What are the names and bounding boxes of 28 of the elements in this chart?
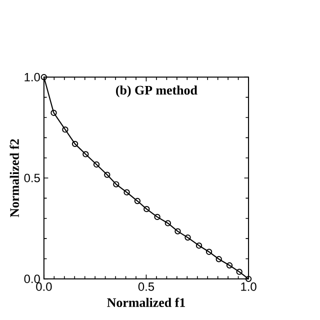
- x-tick-label: 0.5: [138, 282, 154, 291]
- point: [62, 126, 68, 133]
- point: [50, 110, 57, 116]
- point: [93, 161, 100, 168]
- point: [164, 220, 172, 226]
- x-tick-label: 0.0: [36, 282, 52, 291]
- point: [124, 189, 130, 196]
- point: [206, 248, 212, 255]
- point: [144, 206, 150, 212]
- point: [196, 242, 202, 249]
- text: (b) GP method: [116, 85, 198, 98]
- point: [72, 140, 78, 148]
- point: [184, 234, 191, 241]
- point: [134, 198, 141, 204]
- y-tick-label: 0.5: [24, 174, 40, 182]
- y-tick-label: 1.0: [24, 72, 40, 82]
- point: [216, 256, 222, 262]
- y-axis-title: Normalized f2: [10, 139, 19, 218]
- point: [154, 214, 160, 220]
- point: [82, 151, 89, 158]
- x-axis-title: Normalized f1: [107, 298, 185, 307]
- x-tick-label: 1.0: [241, 282, 256, 291]
- point: [104, 172, 110, 178]
- point: [236, 268, 242, 275]
- point: [174, 228, 181, 234]
- point: [226, 262, 233, 268]
- point: [113, 181, 120, 188]
- y-tick-label: 0.0: [24, 274, 40, 284]
